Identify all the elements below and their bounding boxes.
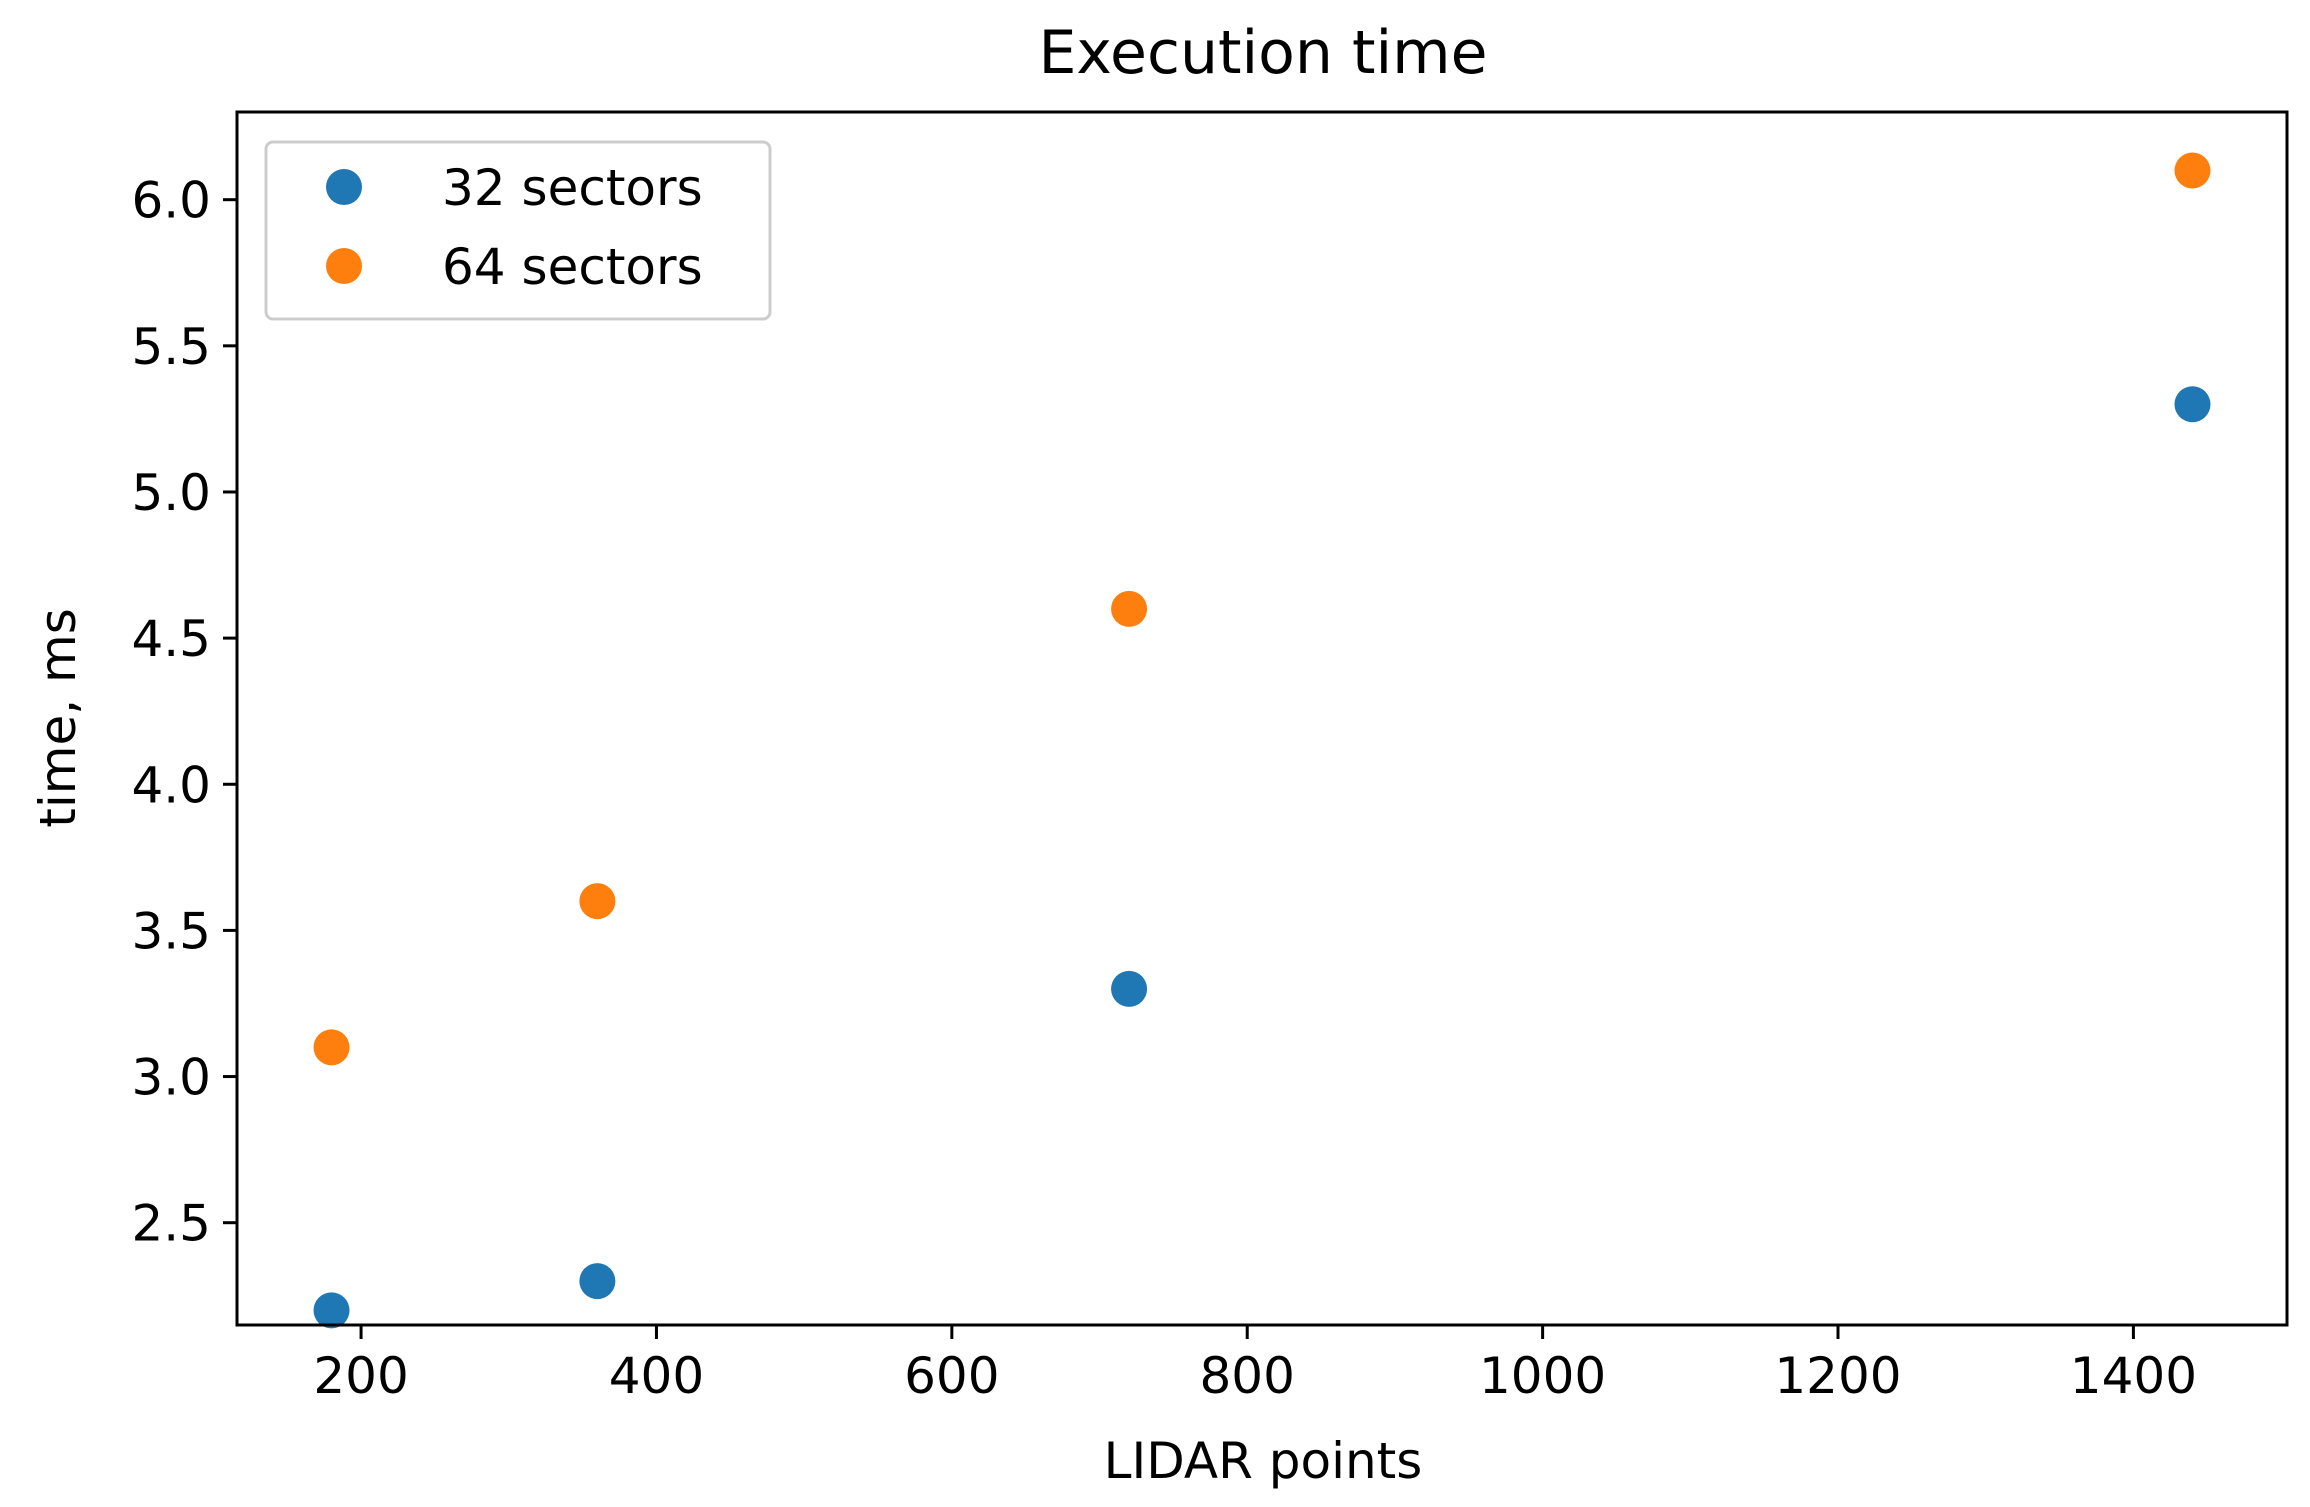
x-tick-label: 1200: [1774, 1347, 1901, 1405]
data-point-series-1: [313, 1292, 350, 1329]
y-tick-label: 5.5: [131, 318, 211, 376]
x-tick-label: 1000: [1479, 1347, 1606, 1405]
data-point-series-2: [2174, 152, 2211, 189]
x-axis-label: LIDAR points: [1104, 1432, 1423, 1490]
legend: 32 sectors 64 sectors: [264, 140, 772, 321]
y-tick-label: 3.5: [131, 902, 211, 960]
x-tick-label: 800: [1200, 1347, 1295, 1405]
x-tick-label: 600: [904, 1347, 999, 1405]
y-tick-label: 3.0: [131, 1049, 211, 1107]
legend-label-32-sectors: 32 sectors: [442, 159, 703, 217]
legend-marker-32-sectors: [326, 169, 362, 205]
plot-marks: [313, 152, 2211, 1329]
legend-label-64-sectors: 64 sectors: [442, 238, 703, 296]
x-tick-label: 400: [609, 1347, 704, 1405]
y-tick-label: 5.0: [131, 464, 211, 522]
y-tick-label: 2.5: [131, 1195, 211, 1253]
y-axis-label: time, ms: [29, 608, 87, 828]
plot-area-frame: [235, 110, 2289, 1327]
x-tick-label: 200: [313, 1347, 408, 1405]
data-point-series-2: [313, 1029, 350, 1066]
y-tick-label: 4.0: [131, 756, 211, 814]
y-tick-label: 6.0: [131, 172, 211, 230]
y-tick-label: 4.5: [131, 610, 211, 668]
data-point-series-2: [1111, 590, 1148, 627]
data-point-series-1: [579, 1263, 616, 1300]
legend-marker-64-sectors: [326, 248, 362, 284]
data-point-series-1: [2174, 386, 2211, 423]
data-point-series-2: [579, 883, 616, 920]
data-point-series-1: [1111, 970, 1148, 1007]
chart-title: Execution time: [1038, 18, 1487, 88]
axis-ticks: 200 400 600 800 1000 1200 1400 2.5 3.0 3.5 4.0 4.5 5…: [131, 172, 2197, 1405]
legend-box: [264, 140, 772, 321]
x-tick-label: 1400: [2070, 1347, 2197, 1405]
